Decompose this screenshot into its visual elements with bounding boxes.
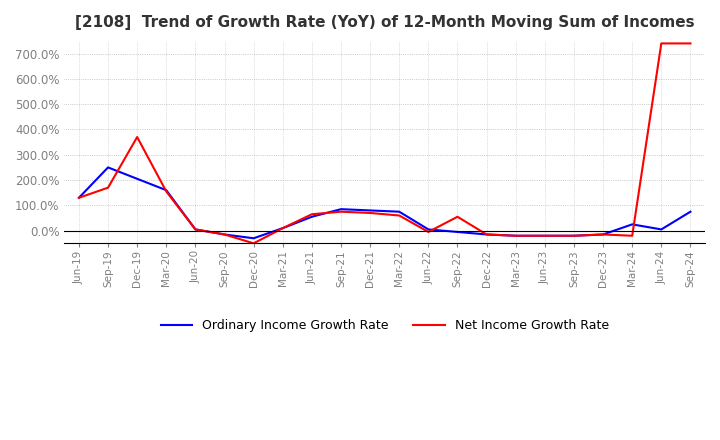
- Ordinary Income Growth Rate: [482, 232, 491, 237]
- Ordinary Income Growth Rate: [191, 227, 199, 232]
- Net Income Growth Rate: [104, 185, 112, 191]
- Ordinary Income Growth Rate: [657, 227, 666, 232]
- Net Income Growth Rate: [307, 212, 316, 217]
- Net Income Growth Rate: [628, 233, 636, 238]
- Net Income Growth Rate: [249, 241, 258, 246]
- Ordinary Income Growth Rate: [104, 165, 112, 170]
- Ordinary Income Growth Rate: [249, 236, 258, 241]
- Net Income Growth Rate: [599, 232, 608, 237]
- Net Income Growth Rate: [220, 232, 229, 237]
- Ordinary Income Growth Rate: [511, 233, 520, 238]
- Ordinary Income Growth Rate: [162, 187, 171, 193]
- Ordinary Income Growth Rate: [307, 214, 316, 220]
- Ordinary Income Growth Rate: [541, 233, 549, 238]
- Ordinary Income Growth Rate: [337, 206, 346, 212]
- Net Income Growth Rate: [162, 189, 171, 194]
- Ordinary Income Growth Rate: [686, 209, 695, 214]
- Net Income Growth Rate: [75, 195, 84, 201]
- Legend: Ordinary Income Growth Rate, Net Income Growth Rate: Ordinary Income Growth Rate, Net Income …: [156, 314, 613, 337]
- Net Income Growth Rate: [511, 233, 520, 238]
- Net Income Growth Rate: [424, 229, 433, 235]
- Ordinary Income Growth Rate: [279, 226, 287, 231]
- Title: [2108]  Trend of Growth Rate (YoY) of 12-Month Moving Sum of Incomes: [2108] Trend of Growth Rate (YoY) of 12-…: [75, 15, 695, 30]
- Ordinary Income Growth Rate: [220, 232, 229, 237]
- Net Income Growth Rate: [570, 233, 578, 238]
- Net Income Growth Rate: [366, 210, 374, 216]
- Ordinary Income Growth Rate: [395, 209, 404, 214]
- Ordinary Income Growth Rate: [453, 229, 462, 235]
- Net Income Growth Rate: [453, 214, 462, 220]
- Ordinary Income Growth Rate: [570, 233, 578, 238]
- Net Income Growth Rate: [395, 213, 404, 218]
- Ordinary Income Growth Rate: [599, 232, 608, 237]
- Net Income Growth Rate: [541, 233, 549, 238]
- Ordinary Income Growth Rate: [133, 176, 142, 181]
- Net Income Growth Rate: [279, 226, 287, 231]
- Ordinary Income Growth Rate: [75, 195, 84, 201]
- Net Income Growth Rate: [191, 227, 199, 232]
- Line: Net Income Growth Rate: Net Income Growth Rate: [79, 44, 690, 243]
- Ordinary Income Growth Rate: [628, 222, 636, 227]
- Net Income Growth Rate: [482, 232, 491, 237]
- Ordinary Income Growth Rate: [366, 208, 374, 213]
- Line: Ordinary Income Growth Rate: Ordinary Income Growth Rate: [79, 167, 690, 238]
- Net Income Growth Rate: [657, 41, 666, 46]
- Net Income Growth Rate: [337, 209, 346, 214]
- Net Income Growth Rate: [686, 41, 695, 46]
- Ordinary Income Growth Rate: [424, 227, 433, 232]
- Net Income Growth Rate: [133, 134, 142, 139]
